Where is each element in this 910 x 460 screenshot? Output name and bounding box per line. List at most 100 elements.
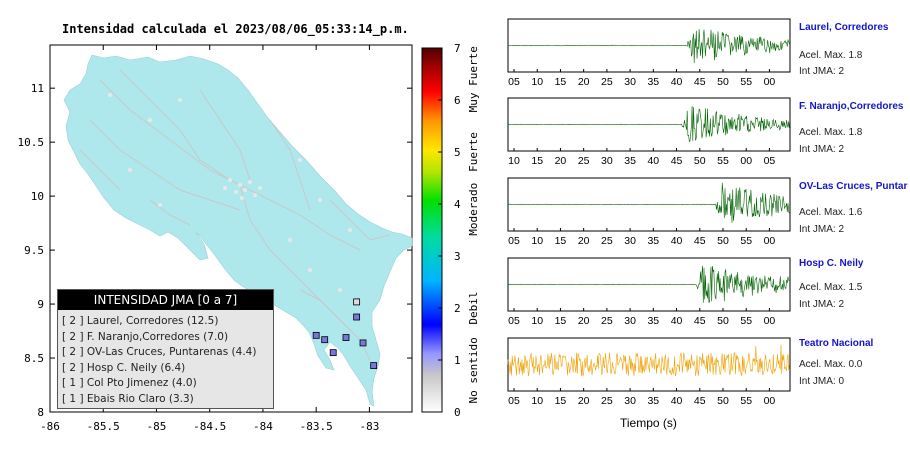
trace-x-tick-label: 05 xyxy=(508,315,520,327)
trace-x-tick-label: 55 xyxy=(740,235,752,247)
trace-x-tick-label: 05 xyxy=(508,395,520,407)
legend-item: [ 1 ] Ebais Rio Claro (3.3) xyxy=(62,392,194,405)
trace-x-tick-label: 45 xyxy=(694,395,706,407)
trace-acel-label: Acel. Max. 1.5 xyxy=(799,282,863,293)
legend-list: [ 2 ] Laurel, Corredores (12.5) [ 2 ] F.… xyxy=(58,314,273,408)
map-y-tick-label: 9.5 xyxy=(24,244,44,257)
trace-x-tick-label: 35 xyxy=(647,395,659,407)
x-axis-title: Tiempo (s) xyxy=(620,416,677,430)
trace-x-tick-label: 20 xyxy=(578,395,590,407)
trace-x-tick-label: 25 xyxy=(601,76,613,88)
colorbar-tick-label: 1 xyxy=(454,354,461,367)
map-y-tick-label: 10 xyxy=(31,190,44,203)
trace-x-tick-label: 35 xyxy=(647,315,659,327)
map-y-tick-label: 10.5 xyxy=(18,136,45,149)
trace-acel-label: Acel. Max. 1.8 xyxy=(799,127,863,138)
trace-x-tick-label: 15 xyxy=(531,155,543,167)
station-marker xyxy=(312,331,320,339)
trace-x-tick-label: 40 xyxy=(647,155,659,167)
trace-station-label: Hosp C. Neily xyxy=(799,258,864,269)
trace-x-tick-label: 35 xyxy=(647,76,659,88)
trace-x-tick-label: 00 xyxy=(764,76,776,88)
trace-x-tick-label: 10 xyxy=(531,395,543,407)
trace-x-tick-label: 10 xyxy=(508,155,520,167)
colorbar-tick-label: 7 xyxy=(454,42,461,55)
intensity-legend: INTENSIDAD JMA [0 a 7] [ 2 ] Laurel, Cor… xyxy=(57,289,274,409)
colorbar-tick-label: 6 xyxy=(454,94,461,107)
trace-x-tick-label: 25 xyxy=(601,395,613,407)
map-y-tick-label: 9 xyxy=(37,298,44,311)
trace-x-tick-label: 10 xyxy=(531,235,543,247)
legend-item: [ 2 ] Hosp C. Neily (6.4) xyxy=(62,361,186,374)
station-marker xyxy=(353,313,361,321)
trace-x-tick-label: 15 xyxy=(555,235,567,247)
legend-item: [ 2 ] OV-Las Cruces, Puntarenas (4.4) xyxy=(62,346,257,359)
trace-x-tick-label: 05 xyxy=(508,76,520,88)
trace-x-tick-label: 50 xyxy=(717,76,729,88)
trace-x-tick-label: 50 xyxy=(717,395,729,407)
station-marker xyxy=(342,334,350,341)
trace-station-label: Teatro Nacional xyxy=(799,338,874,349)
trace-int-label: Int JMA: 2 xyxy=(799,66,845,77)
colorbar-tick-label: 2 xyxy=(454,302,461,315)
map-x-tick-label: -86 xyxy=(40,420,60,433)
map-title: Intensidad calculada el 2023/08/06_05:33… xyxy=(62,22,409,36)
colorbar-tick-label: 0 xyxy=(454,406,461,419)
map-x-tick-label: -83 xyxy=(359,420,379,433)
trace-x-tick-label: 55 xyxy=(740,395,752,407)
trace-x-tick-label: 00 xyxy=(764,235,776,247)
trace-x-tick-label: 30 xyxy=(624,395,636,407)
map-x-tick-label: -83.5 xyxy=(300,420,333,433)
waveform-series xyxy=(507,105,790,143)
trace-x-tick-label: 10 xyxy=(531,315,543,327)
station-marker xyxy=(321,336,329,344)
trace-x-tick-label: 20 xyxy=(555,155,567,167)
legend-item: [ 2 ] Laurel, Corredores (12.5) xyxy=(62,315,219,327)
legend-item: [ 1 ] Col Pto Jimenez (4.0) xyxy=(62,377,197,390)
costa-rica-landmass xyxy=(63,54,413,407)
trace-x-tick-label: 25 xyxy=(601,235,613,247)
trace-x-tick-label: 15 xyxy=(555,395,567,407)
trace-x-tick-label: 45 xyxy=(694,235,706,247)
map-y-tick-label: 8.5 xyxy=(24,352,44,365)
legend-title: INTENSIDAD JMA [0 a 7] xyxy=(58,290,273,310)
waveform-series xyxy=(507,182,790,223)
trace-x-tick-label: 45 xyxy=(671,155,683,167)
station-marker xyxy=(329,349,337,357)
colorbar-category-label: Moderado xyxy=(467,183,480,236)
map-y-tick-label: 11 xyxy=(31,82,44,95)
map-x-tick-label: -85 xyxy=(147,420,167,433)
trace-x-tick-label: 20 xyxy=(578,235,590,247)
trace-station-label: Laurel, Corredores xyxy=(799,22,889,33)
trace-acel-label: Acel. Max. 1.6 xyxy=(799,207,863,218)
trace-x-tick-label: 50 xyxy=(717,315,729,327)
colorbar-axis: 7 6 5 4 3 2 1 0 Muy Fuerte Fuerte Moderado Debil No … xyxy=(438,42,480,419)
trace-int-label: Int JMA: 2 xyxy=(799,144,845,155)
town-markers xyxy=(108,93,352,292)
trace-x-tick-label: 30 xyxy=(624,76,636,88)
colorbar-category-label: Muy Fuerte xyxy=(467,46,480,112)
trace-x-tick-label: 50 xyxy=(717,235,729,247)
colorbar-tick-label: 4 xyxy=(454,198,461,211)
trace-x-tick-label: 35 xyxy=(624,155,636,167)
trace-x-tick-label: 25 xyxy=(578,155,590,167)
map-x-tick-label: -84 xyxy=(253,420,273,433)
trace-acel-label: Acel. Max. 1.8 xyxy=(799,50,863,61)
trace-x-tick-label: 00 xyxy=(764,315,776,327)
trace-station-label: OV-Las Cruces, Puntar xyxy=(799,181,908,192)
trace-x-tick-label: 55 xyxy=(740,315,752,327)
colorbar-tick-label: 3 xyxy=(454,250,461,263)
colorbar-category-label: Fuerte xyxy=(467,132,480,172)
station-marker xyxy=(359,339,367,347)
trace-x-tick-label: 10 xyxy=(531,76,543,88)
trace-x-tick-label: 20 xyxy=(578,315,590,327)
station-markers xyxy=(312,298,378,369)
trace-x-tick-label: 30 xyxy=(624,315,636,327)
trace-x-tick-label: 40 xyxy=(671,235,683,247)
trace-x-tick-label: 45 xyxy=(694,76,706,88)
map-y-tick-label: 8 xyxy=(37,406,44,419)
station-marker xyxy=(370,362,378,369)
trace-int-label: Int JMA: 0 xyxy=(799,376,845,387)
